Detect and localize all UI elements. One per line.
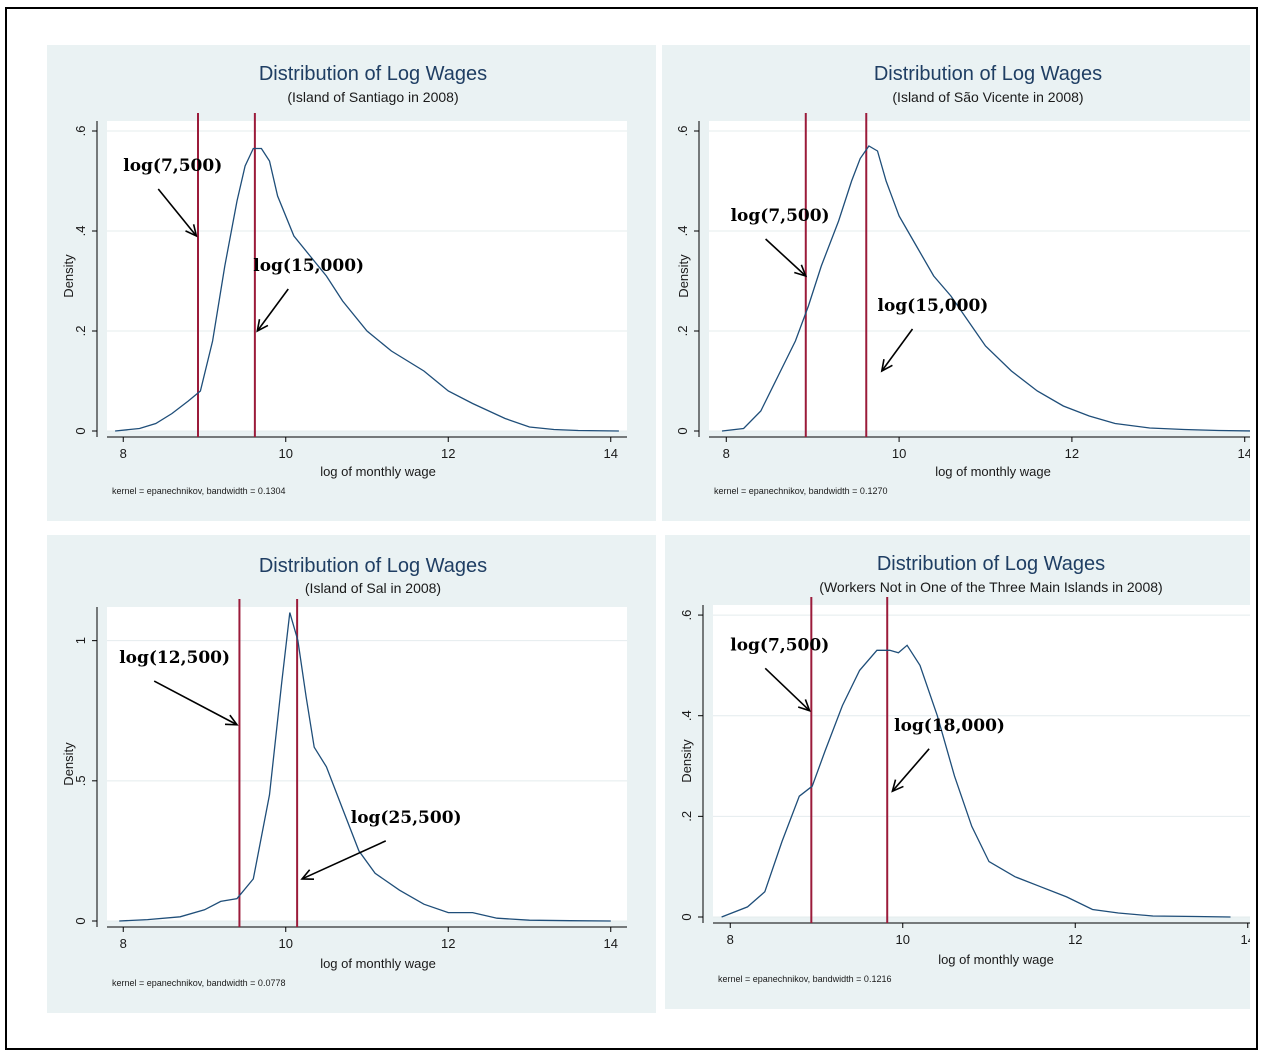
y-tick-label-3: .6 <box>73 126 88 137</box>
y-tick-label-1: .5 <box>73 775 88 786</box>
annotation-label-1: log(15,000) <box>877 296 988 316</box>
chart-title: Distribution of Log Wages <box>259 63 487 85</box>
annotation-arrow-1 <box>891 748 930 792</box>
x-axis-label: log of monthly wage <box>320 464 436 479</box>
annotation-label-0: log(12,500) <box>119 648 230 668</box>
annotation-arrow-0 <box>764 667 811 712</box>
annotation-label-0: log(7,500) <box>731 206 830 226</box>
y-tick-label-0: 0 <box>73 917 88 924</box>
x-tick-label-1: 10 <box>279 446 293 461</box>
annotation-arrowhead-1 <box>256 319 269 333</box>
y-tick-label-2: 1 <box>73 637 88 644</box>
kernel-note: kernel = epanechnikov, bandwidth = 0.121… <box>718 974 891 984</box>
x-tick-label-1: 10 <box>892 446 906 461</box>
annotation-label-0: log(7,500) <box>123 156 222 176</box>
y-axis-label: Density <box>61 742 76 786</box>
x-tick-label-2: 12 <box>1068 932 1082 947</box>
y-axis-label: Density <box>679 739 694 783</box>
kernel-note: kernel = epanechnikov, bandwidth = 0.130… <box>112 486 285 496</box>
x-tick-label-0: 8 <box>723 446 730 461</box>
x-tick-label-0: 8 <box>120 446 127 461</box>
density-curve <box>119 612 611 922</box>
density-curve <box>115 147 619 432</box>
chart-title: Distribution of Log Wages <box>874 63 1102 85</box>
x-tick-label-1: 10 <box>279 936 293 951</box>
annotation-arrowhead-1 <box>891 779 904 793</box>
annotation-label-0: log(7,500) <box>730 635 829 655</box>
x-tick-label-0: 8 <box>727 932 734 947</box>
annotation-arrow-1 <box>256 288 289 332</box>
y-tick-label-3: .6 <box>679 610 694 621</box>
x-tick-label-2: 12 <box>1065 446 1079 461</box>
plot-area <box>713 605 1250 917</box>
annotation-arrowhead-0 <box>794 264 808 278</box>
x-axis-label: log of monthly wage <box>935 464 1051 479</box>
annotation-arrowhead-0 <box>224 714 239 726</box>
annotation-label-1: log(15,000) <box>253 256 364 276</box>
x-tick-label-2: 12 <box>441 446 455 461</box>
chart-svg: 8 10 12 14 0 .2 .4 .6 log(7,500) log(15,000) Distr… <box>675 63 1250 496</box>
annotation-label-1: log(18,000) <box>894 716 1005 736</box>
x-tick-label-3: 14 <box>604 446 618 461</box>
density-curve <box>721 644 1231 918</box>
chart-svg: 8 10 12 14 0 .2 .4 .6 log(7,500) log(18,000) Distr… <box>679 553 1250 984</box>
y-axis-label: Density <box>61 254 76 298</box>
annotation-arrow-0 <box>157 188 197 237</box>
y-tick-label-3: .6 <box>675 126 690 137</box>
x-tick-label-0: 8 <box>120 936 127 951</box>
x-tick-label-3: 14 <box>604 936 618 951</box>
y-tick-label-1: .2 <box>73 326 88 337</box>
annotation-arrowhead-0 <box>797 699 811 712</box>
y-tick-label-1: .2 <box>679 811 694 822</box>
chart-title: Distribution of Log Wages <box>259 555 487 577</box>
chart-panel-sao-vicente: 8 10 12 14 0 .2 .4 .6 log(7,500) log(15,000) Distr… <box>662 45 1250 521</box>
y-tick-label-2: .4 <box>675 226 690 237</box>
y-tick-label-0: 0 <box>73 427 88 434</box>
chart-subtitle: (Island of Sal in 2008) <box>305 580 441 596</box>
annotation-label-1: log(25,500) <box>351 808 462 828</box>
chart-svg: 8 10 12 14 0 .2 .4 .6 log(7,500) log(15,000) Distr… <box>61 63 627 496</box>
annotation-arrow-0 <box>153 680 238 726</box>
y-tick-label-2: .4 <box>679 710 694 721</box>
x-tick-label-3: 14 <box>1241 932 1250 947</box>
x-tick-label-1: 10 <box>896 932 910 947</box>
x-tick-label-2: 12 <box>441 936 455 951</box>
chart-subtitle: (Workers Not in One of the Three Main Is… <box>819 579 1162 595</box>
y-tick-label-0: 0 <box>675 427 690 434</box>
annotation-arrow-0 <box>765 238 807 277</box>
chart-panel-santiago: 8 10 12 14 0 .2 .4 .6 log(7,500) log(15,000) Distr… <box>47 45 656 521</box>
plot-area <box>709 121 1250 431</box>
plot-area <box>107 121 627 431</box>
chart-svg: 8 10 12 14 0 .5 1 log(12,500) log(25,500) Distrib… <box>61 555 627 988</box>
y-tick-label-0: 0 <box>679 913 694 920</box>
density-curve <box>721 145 1250 432</box>
chart-panel-sal: 8 10 12 14 0 .5 1 log(12,500) log(25,500) Distrib… <box>47 535 656 1013</box>
y-tick-label-2: .4 <box>73 226 88 237</box>
y-axis-label: Density <box>676 254 691 298</box>
annotation-arrowhead-0 <box>185 224 198 238</box>
annotation-arrow-1 <box>301 840 387 880</box>
chart-title: Distribution of Log Wages <box>877 553 1105 575</box>
chart-subtitle: (Island of Santiago in 2008) <box>287 89 458 105</box>
x-axis-label: log of monthly wage <box>938 952 1054 967</box>
chart-panel-other-islands: 8 10 12 14 0 .2 .4 .6 log(7,500) log(18,000) Distr… <box>665 535 1250 1009</box>
plot-area <box>107 607 627 921</box>
x-axis-label: log of monthly wage <box>320 956 436 971</box>
kernel-note: kernel = epanechnikov, bandwidth = 0.077… <box>112 978 285 988</box>
kernel-note: kernel = epanechnikov, bandwidth = 0.127… <box>714 486 887 496</box>
annotation-arrowhead-1 <box>880 359 893 373</box>
annotation-arrowhead-1 <box>300 869 315 881</box>
annotation-arrow-1 <box>881 328 914 372</box>
x-tick-label-3: 14 <box>1237 446 1250 461</box>
chart-subtitle: (Island of São Vicente in 2008) <box>892 89 1083 105</box>
y-tick-label-1: .2 <box>675 326 690 337</box>
